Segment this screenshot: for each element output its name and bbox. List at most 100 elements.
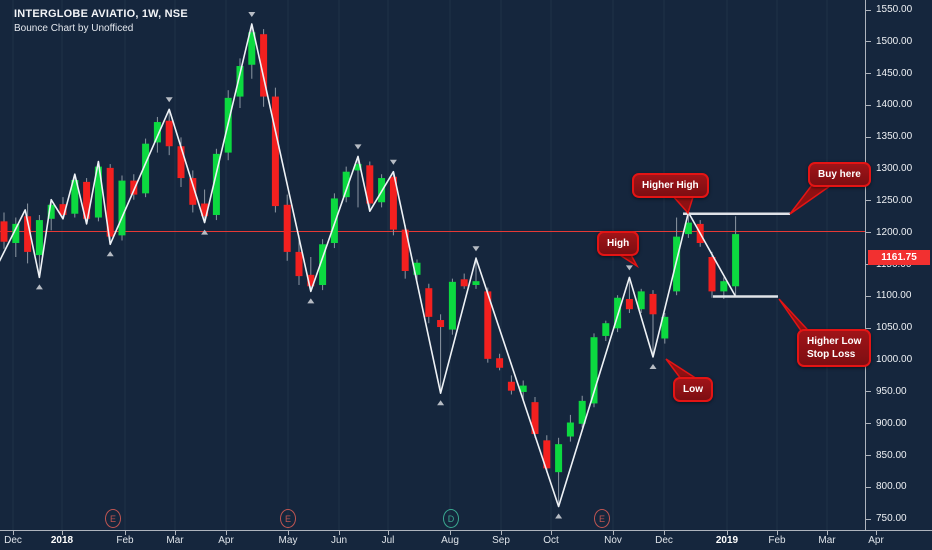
time-tick-label-nov: Nov [604,535,622,546]
callout-low[interactable]: Low [673,377,713,402]
price-tick-label: 1200.00 [876,226,913,238]
callout-high[interactable]: High [597,231,640,256]
candle-down [460,279,468,287]
candle-down [295,251,303,277]
callout-higher-high[interactable]: Higher High [632,173,709,198]
candle-down [59,204,67,215]
price-tick-mark [866,486,871,488]
candle-up [578,400,586,424]
chart-pane[interactable]: Higher High Buy here High Low Higher Low… [0,0,872,531]
candle-up [732,234,740,287]
price-tick-mark [866,104,871,106]
price-tick-mark [866,41,871,43]
time-tick-label-feb: Feb [116,535,134,546]
time-tick-mark [62,531,63,535]
candle-down [649,293,657,315]
candle-up [35,220,43,256]
callout-tail-low [665,358,700,380]
candle-down [83,181,91,219]
candle-down [625,299,633,310]
price-tick-mark [866,455,871,457]
candle-up [153,122,161,143]
price-tick-label: 1050.00 [876,322,913,334]
time-axis[interactable]: Dec 2018 Feb Mar Apr May Jun Jul Aug Sep Oct Nov Dec… [0,530,932,550]
price-tick-label: 1500.00 [876,35,913,47]
pivot-triangle-up [555,513,563,519]
callout-high-label: High [607,238,630,249]
callout-higher-low-stop-loss[interactable]: Higher Low Stop Loss [797,329,872,367]
candle-down [531,402,539,434]
price-tick-label: 750.00 [876,513,907,525]
candle-up [637,291,645,310]
price-tick-mark [866,423,871,425]
candle-up [673,236,681,292]
event-marker-d[interactable]: D [443,509,459,528]
candle-down [507,381,515,391]
candle-down [0,221,8,242]
price-tick-label: 1100.00 [876,290,912,302]
pivot-triangle-down [248,12,256,18]
time-tick-mark [727,531,728,535]
time-tick-mark [664,531,665,535]
candle-down [283,204,291,252]
time-tick-label-2019: 2019 [715,535,739,546]
pivot-triangle-up [201,229,209,235]
time-tick-mark [226,531,227,535]
candle-up [12,223,20,243]
candle-up [566,422,574,437]
candle-down [177,146,185,179]
time-tick-mark [125,531,126,535]
price-tick-mark [866,9,871,11]
chart-canvas[interactable] [0,0,866,531]
time-tick-label-dec: Dec [655,535,673,546]
price-tick-label: 1550.00 [876,4,913,15]
event-marker-e[interactable]: E [280,509,296,528]
time-tick-label-oct: Oct [543,535,559,546]
candle-down [496,358,504,368]
time-tick-label-apr: Apr [218,535,234,546]
price-tick-mark [866,232,871,234]
candle-down [130,180,138,195]
price-axis[interactable]: 1161.75 1550.00 1500.00 1450.00 1400.00 1350… [865,0,932,531]
pivot-triangle-up [307,298,315,304]
symbol-title: INTERGLOBE AVIATIO, 1W, NSE [14,8,188,20]
pivot-triangle-down [354,144,362,150]
candle-down [708,257,716,292]
time-tick-label-aug: Aug [441,535,459,546]
event-marker-e[interactable]: E [594,509,610,528]
callout-buy-here[interactable]: Buy here [808,162,871,187]
last-price-badge: 1161.75 [868,250,930,265]
candle-up [602,323,610,336]
time-tick-label-mar: Mar [166,535,184,546]
time-tick-mark [288,531,289,535]
candle-up [354,164,362,171]
candle-up [342,171,350,198]
candle-down [437,320,445,328]
time-tick-label-jul: Jul [381,535,395,546]
candle-down [307,274,315,287]
price-tick-label: 1450.00 [876,67,913,79]
time-tick-label-sep: Sep [492,535,510,546]
pivot-triangle-up [437,400,445,406]
chart-subtitle: Bounce Chart by Unofficed [14,23,134,34]
candle-up [448,281,456,330]
candle-down [106,167,114,237]
callout-buy-here-label: Buy here [818,169,861,180]
pivot-triangle-up [649,363,657,369]
callout-higher-high-label: Higher High [642,180,699,191]
candle-down [401,229,409,272]
candle-up [142,143,150,194]
time-tick-label-feb: Feb [768,535,786,546]
callout-stop-loss-line1: Higher Low [807,336,862,347]
candle-up [71,179,79,214]
price-tick-mark [866,391,871,393]
time-tick-mark [551,531,552,535]
price-tick-mark [866,73,871,75]
pivot-triangle-down [389,159,397,165]
candle-down [201,203,209,217]
time-tick-label-mar: Mar [818,535,836,546]
event-marker-e[interactable]: E [105,509,121,528]
time-tick-label-may: May [278,535,298,546]
candle-up [236,66,244,97]
candle-up [248,32,256,65]
